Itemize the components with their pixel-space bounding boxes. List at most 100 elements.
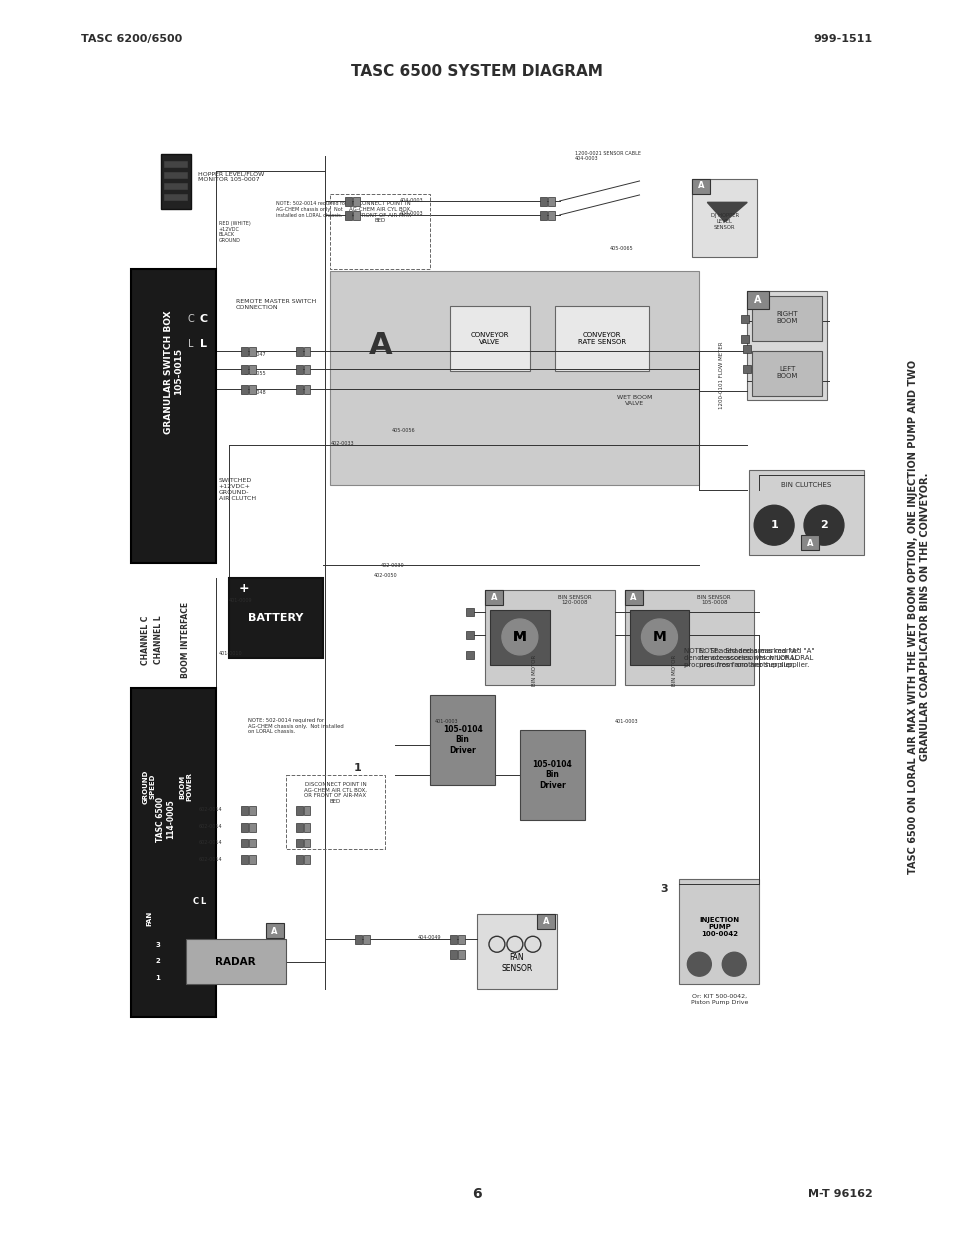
- Bar: [164, 183, 188, 190]
- Bar: [740, 335, 748, 342]
- Text: NOTE: 502-0014 required for
AG-CHEM chassis only.  Not
installed on LORAL chassi: NOTE: 502-0014 required for AG-CHEM chas…: [275, 201, 346, 217]
- Bar: [363, 935, 370, 945]
- Text: M-T 96162: M-T 96162: [807, 1189, 872, 1199]
- Text: 405-0065: 405-0065: [609, 246, 633, 252]
- Text: L: L: [188, 338, 193, 348]
- Bar: [746, 290, 768, 309]
- Circle shape: [501, 619, 537, 655]
- Text: 105-0104
Bin
Driver: 105-0104 Bin Driver: [442, 725, 482, 755]
- Bar: [624, 590, 641, 605]
- Bar: [240, 364, 248, 373]
- Bar: [624, 590, 754, 685]
- Text: FAN: FAN: [146, 910, 152, 926]
- Bar: [330, 194, 430, 269]
- Text: 405-0056: 405-0056: [392, 427, 416, 433]
- Bar: [353, 211, 360, 220]
- Bar: [265, 924, 283, 939]
- Circle shape: [803, 505, 843, 545]
- Bar: [692, 179, 757, 257]
- Text: DISCONNECT POINT IN
AG-CHEM AIR CTL BOX,
OR FRONT OF AIR-MAX
BED: DISCONNECT POINT IN AG-CHEM AIR CTL BOX,…: [304, 782, 367, 804]
- Text: 404-0003: 404-0003: [400, 211, 423, 216]
- Text: 402-0030: 402-0030: [380, 563, 403, 568]
- Text: A: A: [754, 295, 761, 305]
- Bar: [240, 805, 248, 815]
- Bar: [131, 269, 215, 563]
- Circle shape: [754, 505, 793, 545]
- Bar: [748, 471, 863, 556]
- Text: 105-0104
Bin
Driver: 105-0104 Bin Driver: [532, 760, 572, 789]
- Bar: [285, 774, 385, 850]
- Text: 1: 1: [769, 520, 778, 530]
- Text: 404-0003: 404-0003: [400, 199, 423, 204]
- Bar: [240, 856, 248, 864]
- Bar: [240, 839, 248, 847]
- Bar: [450, 306, 529, 370]
- Text: TASC 6500 ON LORAL AIR MAX WITH THE WET BOOM OPTION, ONE INJECTION PUMP AND TWO
: TASC 6500 ON LORAL AIR MAX WITH THE WET …: [907, 359, 928, 874]
- Text: BIN SENSOR
105-0008: BIN SENSOR 105-0008: [697, 594, 730, 605]
- Text: 3: 3: [659, 884, 667, 894]
- Text: CONVEYOR
RATE SENSOR: CONVEYOR RATE SENSOR: [578, 332, 625, 345]
- Text: 602-0014: 602-0014: [198, 857, 222, 862]
- Bar: [249, 839, 255, 847]
- Bar: [303, 856, 310, 864]
- Bar: [295, 805, 302, 815]
- Text: GROUND
SPEED: GROUND SPEED: [142, 769, 155, 804]
- Bar: [295, 823, 302, 831]
- Text: BIN MOTOR: BIN MOTOR: [532, 655, 537, 685]
- Bar: [555, 306, 649, 370]
- Bar: [240, 384, 248, 394]
- Text: 1200-0101 FLOW METER: 1200-0101 FLOW METER: [719, 342, 723, 409]
- Bar: [629, 610, 689, 664]
- Circle shape: [721, 952, 745, 976]
- Text: 401-0003: 401-0003: [614, 719, 638, 724]
- Text: +: +: [238, 582, 249, 594]
- Text: NOTE:  Shaded areas marked "A"
denote accessories which LORAL
procures from anot: NOTE: Shaded areas marked "A" denote acc…: [699, 648, 814, 668]
- Bar: [353, 196, 360, 206]
- Text: BATTERY: BATTERY: [248, 613, 303, 622]
- Text: CONVEYOR
VALVE: CONVEYOR VALVE: [470, 332, 509, 345]
- Text: CHANNEL C: CHANNEL C: [141, 615, 151, 664]
- Bar: [547, 196, 555, 206]
- Text: RIGHT
BOOM: RIGHT BOOM: [776, 311, 797, 324]
- Text: NOTE:  Shaded areas marked "A"
denote accessories which LORAL
procures from anot: NOTE: Shaded areas marked "A" denote acc…: [683, 648, 799, 668]
- Text: Or: KIT 500-0042,
Piston Pump Drive: Or: KIT 500-0042, Piston Pump Drive: [690, 994, 747, 1004]
- Bar: [164, 161, 188, 168]
- Bar: [466, 651, 474, 659]
- Text: A: A: [630, 593, 636, 601]
- Text: 2: 2: [820, 520, 827, 530]
- Bar: [692, 179, 710, 194]
- Bar: [457, 950, 464, 960]
- Text: TASC 6200/6500: TASC 6200/6500: [81, 35, 182, 44]
- Text: M: M: [652, 630, 665, 643]
- Bar: [345, 196, 352, 206]
- Text: 602-0014: 602-0014: [198, 806, 222, 813]
- Text: 404-0055: 404-0055: [242, 370, 266, 375]
- Bar: [519, 730, 584, 820]
- Text: DISCONNECT POINT IN
AG-CHEM AIR CYL BOX,
OR FRONT OF AIR-MAX
BED: DISCONNECT POINT IN AG-CHEM AIR CYL BOX,…: [349, 201, 412, 224]
- Bar: [345, 211, 352, 220]
- Circle shape: [640, 619, 677, 655]
- Text: 6: 6: [472, 1187, 481, 1200]
- Text: 404-0048: 404-0048: [242, 390, 266, 395]
- Circle shape: [687, 952, 711, 976]
- Text: C: C: [199, 314, 208, 324]
- Bar: [484, 590, 502, 605]
- Text: A: A: [806, 538, 812, 547]
- Bar: [295, 364, 302, 373]
- Text: 3: 3: [155, 941, 160, 947]
- Text: FAN
SENSOR: FAN SENSOR: [500, 953, 532, 973]
- Text: LEFT
BOOM: LEFT BOOM: [776, 366, 797, 379]
- Text: L: L: [200, 338, 207, 348]
- Text: BIN SENSOR
120-0008: BIN SENSOR 120-0008: [558, 594, 591, 605]
- Bar: [240, 823, 248, 831]
- Text: 1: 1: [354, 763, 361, 773]
- Bar: [742, 364, 750, 373]
- Text: WET BOOM
VALVE: WET BOOM VALVE: [617, 395, 652, 406]
- Bar: [303, 347, 310, 356]
- Text: A: A: [271, 926, 277, 936]
- Bar: [249, 823, 255, 831]
- Bar: [450, 935, 456, 945]
- Text: RED (WHITE)
+12VDC
BLACK
GROUND: RED (WHITE) +12VDC BLACK GROUND: [218, 221, 251, 243]
- Text: 401-0010: 401-0010: [218, 651, 242, 657]
- Bar: [330, 270, 699, 485]
